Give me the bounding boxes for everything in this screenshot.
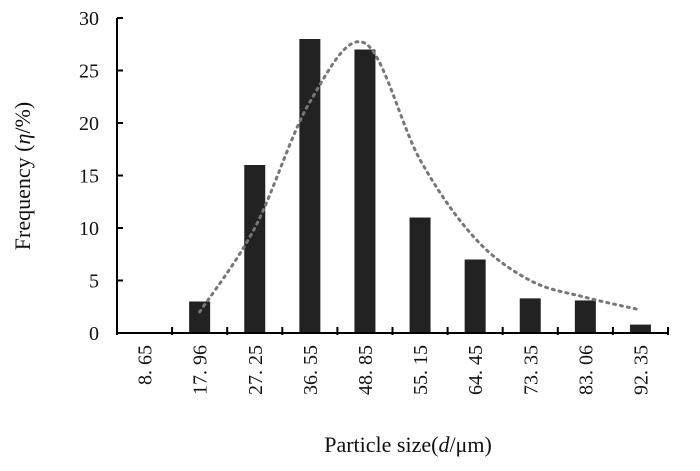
x-tick-label: 64. 45 <box>465 345 487 395</box>
x-ticks: 8. 65 17. 96 27. 25 36. 55 48. 85 55. 15 64. 4… <box>116 327 669 395</box>
y-axis-title-variable: η <box>10 134 35 145</box>
x-tick-label: 55. 15 <box>410 345 432 395</box>
y-axis-title-prefix: Frequency ( <box>10 145 35 251</box>
bar <box>464 259 486 333</box>
x-axis-title-prefix: Particle size( <box>324 432 438 457</box>
y-axis-title: Frequency (η/%) <box>10 102 35 250</box>
bar <box>629 324 651 333</box>
x-tick-label: 8. 65 <box>135 345 157 385</box>
y-tick-label: 15 <box>79 166 99 188</box>
bars-layer <box>189 39 651 333</box>
y-axis-title-suffix: /%) <box>10 102 35 134</box>
x-axis-title: Particle size(d/μm) <box>324 432 492 457</box>
x-tick-label: 73. 35 <box>520 345 542 395</box>
bar <box>244 165 266 333</box>
frequency-trend-line <box>198 40 642 314</box>
x-tick-label: 36. 55 <box>300 345 322 395</box>
y-tick-label: 0 <box>89 323 99 345</box>
x-axis-title-variable: d <box>438 432 450 457</box>
bar <box>409 217 431 333</box>
x-tick-label: 92. 35 <box>630 345 652 395</box>
y-tick-label: 10 <box>79 218 99 240</box>
bar <box>189 301 211 333</box>
y-tick-label: 30 <box>79 8 99 30</box>
x-tick-label: 27. 25 <box>245 345 267 395</box>
x-tick-label: 17. 96 <box>190 345 212 395</box>
bar <box>519 298 541 333</box>
bar <box>574 300 596 333</box>
y-tick-label: 20 <box>79 113 99 135</box>
x-tick-label: 83. 06 <box>575 345 597 395</box>
bar <box>299 39 321 333</box>
y-tick-label: 5 <box>89 271 99 293</box>
bar <box>354 49 376 333</box>
x-axis-title-suffix: /μm) <box>449 432 491 457</box>
y-ticks: 0 5 10 15 20 25 30 <box>79 8 123 345</box>
y-tick-label: 25 <box>79 61 99 83</box>
x-tick-label: 48. 85 <box>355 345 377 395</box>
